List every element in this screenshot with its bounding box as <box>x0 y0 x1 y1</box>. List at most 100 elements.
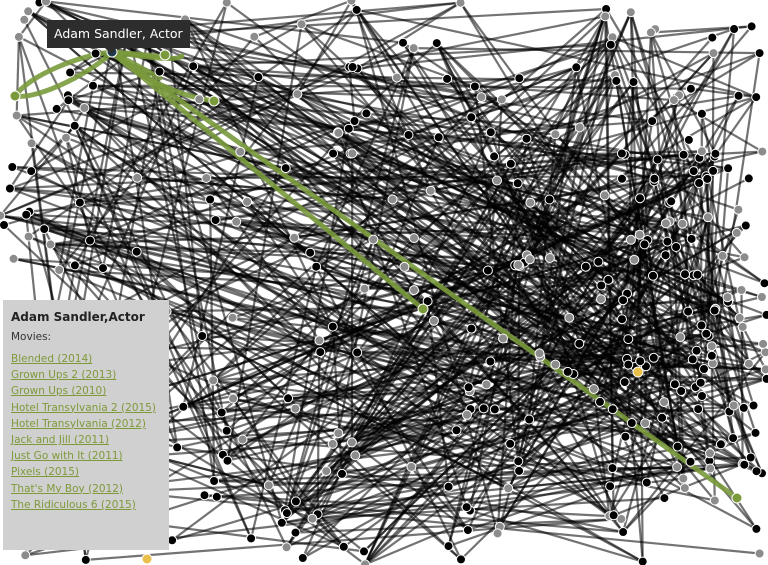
movie-node[interactable] <box>757 146 768 157</box>
movie-node[interactable] <box>368 234 379 245</box>
actor-node[interactable] <box>608 510 619 521</box>
movie-node[interactable] <box>709 495 720 506</box>
actor-node[interactable] <box>607 463 618 474</box>
actor-node[interactable] <box>305 247 316 258</box>
actor-node[interactable] <box>338 541 349 552</box>
movie-node[interactable] <box>760 364 768 375</box>
movie-link[interactable]: Hotel Transylvania (2012) <box>11 417 146 430</box>
actor-node[interactable] <box>456 554 466 565</box>
movie-node[interactable] <box>333 428 344 439</box>
actor-node[interactable] <box>729 24 740 34</box>
actor-node[interactable] <box>63 95 74 106</box>
actor-node[interactable] <box>39 224 50 235</box>
movie-node[interactable] <box>314 335 325 346</box>
actor-node[interactable] <box>90 48 101 59</box>
movie-node[interactable] <box>425 185 436 196</box>
actor-node[interactable] <box>593 256 604 267</box>
actor-node[interactable] <box>276 517 287 528</box>
actor-node[interactable] <box>648 352 659 363</box>
actor-node[interactable] <box>172 442 183 453</box>
actor-node[interactable] <box>462 525 473 536</box>
actor-node[interactable] <box>761 373 768 384</box>
actor-node[interactable] <box>442 73 453 84</box>
movie-node[interactable] <box>708 48 719 59</box>
movie-node[interactable] <box>281 542 292 553</box>
movie-node[interactable] <box>462 409 472 420</box>
actor-node[interactable] <box>723 163 734 174</box>
actor-node[interactable] <box>685 83 696 94</box>
movie-node[interactable] <box>132 172 143 183</box>
movie-node[interactable] <box>544 253 555 263</box>
movie-node[interactable] <box>201 173 212 183</box>
actor-node[interactable] <box>469 81 480 92</box>
actor-node[interactable] <box>695 377 706 388</box>
actor-node[interactable] <box>343 123 354 134</box>
actor-node[interactable] <box>463 382 474 393</box>
actor-node[interactable] <box>337 468 347 479</box>
actor-node[interactable] <box>605 481 616 492</box>
actor-node[interactable] <box>51 103 62 114</box>
movie-node[interactable] <box>79 103 90 113</box>
actor-node[interactable] <box>693 404 704 415</box>
movie-node[interactable] <box>677 218 688 229</box>
actor-node[interactable] <box>739 459 750 470</box>
movie-link[interactable]: Jack and Jill (2011) <box>11 434 109 447</box>
actor-node[interactable] <box>85 235 95 246</box>
movie-node[interactable] <box>346 0 357 6</box>
actor-node[interactable] <box>443 481 454 492</box>
actor-node[interactable] <box>349 116 360 126</box>
actor-node[interactable] <box>709 305 720 316</box>
actor-node[interactable] <box>361 108 372 119</box>
actor-node[interactable] <box>596 280 607 291</box>
actor-node[interactable] <box>359 546 369 557</box>
actor-node[interactable] <box>205 194 216 205</box>
movie-node[interactable] <box>596 294 606 305</box>
movie-node[interactable] <box>0 210 6 221</box>
actor-node[interactable] <box>699 364 709 374</box>
movie-node[interactable] <box>574 122 585 133</box>
actor-node[interactable] <box>347 62 358 72</box>
movie-node[interactable] <box>640 418 651 429</box>
actor-node[interactable] <box>620 431 631 442</box>
actor-node[interactable] <box>489 151 500 162</box>
movie-node[interactable] <box>11 110 22 121</box>
actor-node[interactable] <box>685 456 696 467</box>
movie-node[interactable] <box>678 473 689 484</box>
actor-node[interactable] <box>222 455 233 466</box>
actor-node[interactable] <box>431 38 442 49</box>
movie-node[interactable] <box>702 212 713 223</box>
movie-node[interactable] <box>599 190 610 201</box>
actor-node[interactable] <box>745 452 756 463</box>
movie-node[interactable] <box>524 254 535 265</box>
actor-node[interactable] <box>750 427 761 438</box>
actor-node[interactable] <box>461 502 472 513</box>
movie-node[interactable] <box>706 341 717 352</box>
movie-node[interactable] <box>41 0 51 7</box>
actor-node[interactable] <box>433 132 444 143</box>
movie-node[interactable] <box>476 92 487 103</box>
movie-link[interactable]: The Ridiculous 6 (2015) <box>11 498 136 511</box>
actor-node[interactable] <box>327 321 338 332</box>
movie-node[interactable] <box>743 358 754 369</box>
actor-node[interactable] <box>759 278 768 289</box>
movie-node[interactable] <box>728 400 739 411</box>
actor-node[interactable] <box>290 496 301 507</box>
actor-node[interactable] <box>617 173 627 184</box>
actor-node[interactable] <box>657 412 668 423</box>
actor-node[interactable] <box>692 269 703 280</box>
actor-node[interactable] <box>199 490 210 501</box>
actor-node[interactable] <box>246 533 257 544</box>
movie-node[interactable] <box>54 265 65 275</box>
actor-node[interactable] <box>743 173 754 184</box>
movie-node[interactable] <box>347 148 358 159</box>
actor-node[interactable] <box>315 347 326 358</box>
actor-node[interactable] <box>652 154 663 165</box>
movie-node[interactable] <box>498 333 508 344</box>
actor-node[interactable] <box>69 120 80 131</box>
actor-node[interactable] <box>639 239 650 250</box>
movie-node[interactable] <box>588 384 599 394</box>
actor-node[interactable] <box>733 90 744 101</box>
actor-node[interactable] <box>715 439 726 450</box>
movie-node[interactable] <box>263 480 274 491</box>
